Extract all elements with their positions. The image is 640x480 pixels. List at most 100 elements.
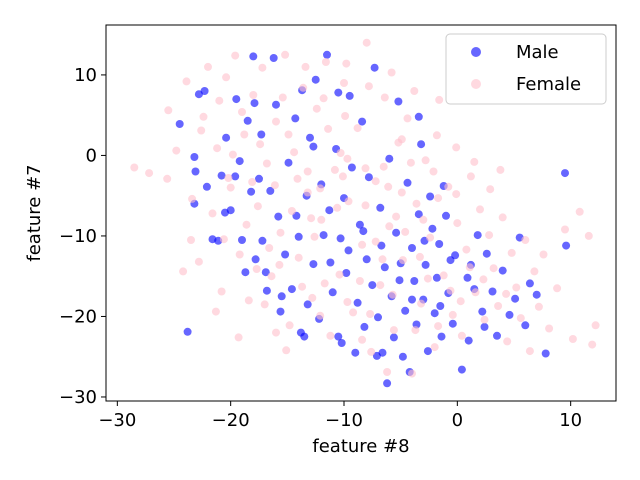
legend-label-male: Male — [516, 42, 559, 63]
point-male-73 — [389, 333, 398, 342]
point-male-68 — [378, 348, 387, 357]
point-male-135 — [463, 273, 472, 282]
point-male-54 — [345, 91, 354, 100]
point-male-71 — [385, 154, 394, 163]
point-male-21 — [255, 174, 263, 183]
point-male-105 — [478, 307, 487, 316]
point-female-72 — [485, 231, 494, 240]
point-male-26 — [269, 54, 278, 62]
point-female-163 — [392, 212, 401, 221]
point-female-162 — [371, 237, 380, 246]
point-female-4 — [172, 146, 181, 155]
point-female-130 — [410, 87, 419, 95]
x-tick-label: −30 — [98, 410, 136, 431]
y-tick-label: −20 — [59, 306, 97, 327]
point-male-139 — [414, 112, 423, 121]
point-female-47 — [371, 177, 380, 186]
point-female-78 — [512, 283, 521, 292]
point-male-106 — [482, 249, 491, 258]
point-female-76 — [503, 337, 512, 346]
point-male-19 — [249, 52, 258, 61]
point-female-67 — [462, 245, 471, 254]
point-female-10 — [204, 62, 212, 71]
point-male-77 — [398, 352, 407, 361]
point-female-40 — [340, 79, 348, 87]
point-female-119 — [446, 286, 455, 295]
point-female-46 — [367, 347, 376, 356]
point-female-26 — [276, 228, 285, 237]
point-female-41 — [344, 197, 353, 206]
point-female-143 — [452, 190, 461, 199]
point-male-101 — [464, 336, 473, 345]
legend-marker-female — [471, 79, 481, 89]
point-male-123 — [231, 172, 240, 181]
point-female-109 — [219, 235, 228, 244]
point-female-133 — [224, 174, 233, 182]
y-tick-label: −30 — [59, 387, 97, 408]
point-male-136 — [480, 322, 489, 331]
point-female-150 — [388, 290, 397, 299]
point-male-22 — [257, 130, 266, 139]
point-male-16 — [241, 268, 250, 277]
point-female-160 — [336, 149, 345, 157]
y-tick-label: 0 — [86, 145, 97, 166]
point-male-63 — [368, 281, 377, 290]
point-male-20 — [251, 255, 260, 264]
point-female-85 — [545, 324, 554, 333]
point-male-30 — [281, 250, 290, 259]
point-male-110 — [505, 310, 514, 319]
point-male-36 — [300, 332, 309, 341]
point-female-49 — [380, 93, 389, 102]
point-male-15 — [238, 236, 246, 244]
point-male-60 — [360, 322, 369, 331]
point-female-115 — [355, 277, 364, 285]
point-male-74 — [392, 228, 401, 237]
point-female-28 — [285, 321, 294, 330]
point-female-141 — [406, 158, 415, 167]
point-female-165 — [465, 263, 474, 272]
point-male-47 — [328, 288, 337, 297]
point-female-137 — [316, 184, 325, 193]
point-male-11 — [222, 133, 231, 142]
point-female-60 — [430, 343, 439, 352]
point-male-67 — [376, 203, 385, 212]
point-male-53 — [342, 269, 351, 277]
point-female-68 — [466, 172, 475, 181]
point-male-41 — [311, 75, 320, 84]
point-female-140 — [384, 182, 393, 191]
point-male-34 — [294, 232, 303, 241]
point-male-99 — [448, 319, 457, 328]
point-female-2 — [163, 174, 172, 183]
point-female-113 — [310, 232, 319, 241]
point-female-92 — [588, 340, 597, 349]
point-male-79 — [403, 178, 412, 187]
point-female-51 — [389, 326, 398, 335]
point-male-90 — [428, 224, 437, 233]
point-male-69 — [380, 263, 389, 272]
point-female-142 — [429, 167, 438, 176]
point-female-164 — [419, 215, 428, 224]
point-female-123 — [256, 140, 265, 149]
point-male-66 — [374, 313, 382, 322]
point-female-57 — [417, 299, 426, 308]
point-female-29 — [290, 148, 299, 157]
point-female-88 — [568, 335, 577, 343]
point-female-80 — [521, 236, 530, 244]
point-female-69 — [471, 288, 480, 297]
point-female-3 — [164, 106, 173, 115]
point-female-24 — [267, 272, 276, 281]
point-male-58 — [355, 220, 364, 229]
point-female-106 — [470, 157, 479, 166]
point-male-89 — [426, 192, 435, 201]
point-male-137 — [276, 307, 285, 316]
point-male-18 — [247, 187, 256, 196]
point-female-161 — [307, 214, 316, 223]
point-male-92 — [432, 273, 441, 282]
y-axis-ticks: −30 −20 −10 0 10 — [59, 65, 106, 408]
point-female-74 — [494, 302, 503, 310]
point-male-85 — [417, 140, 426, 149]
point-male-55 — [347, 163, 356, 172]
point-female-7 — [187, 236, 195, 244]
point-male-57 — [353, 298, 362, 307]
point-male-40 — [309, 260, 318, 269]
